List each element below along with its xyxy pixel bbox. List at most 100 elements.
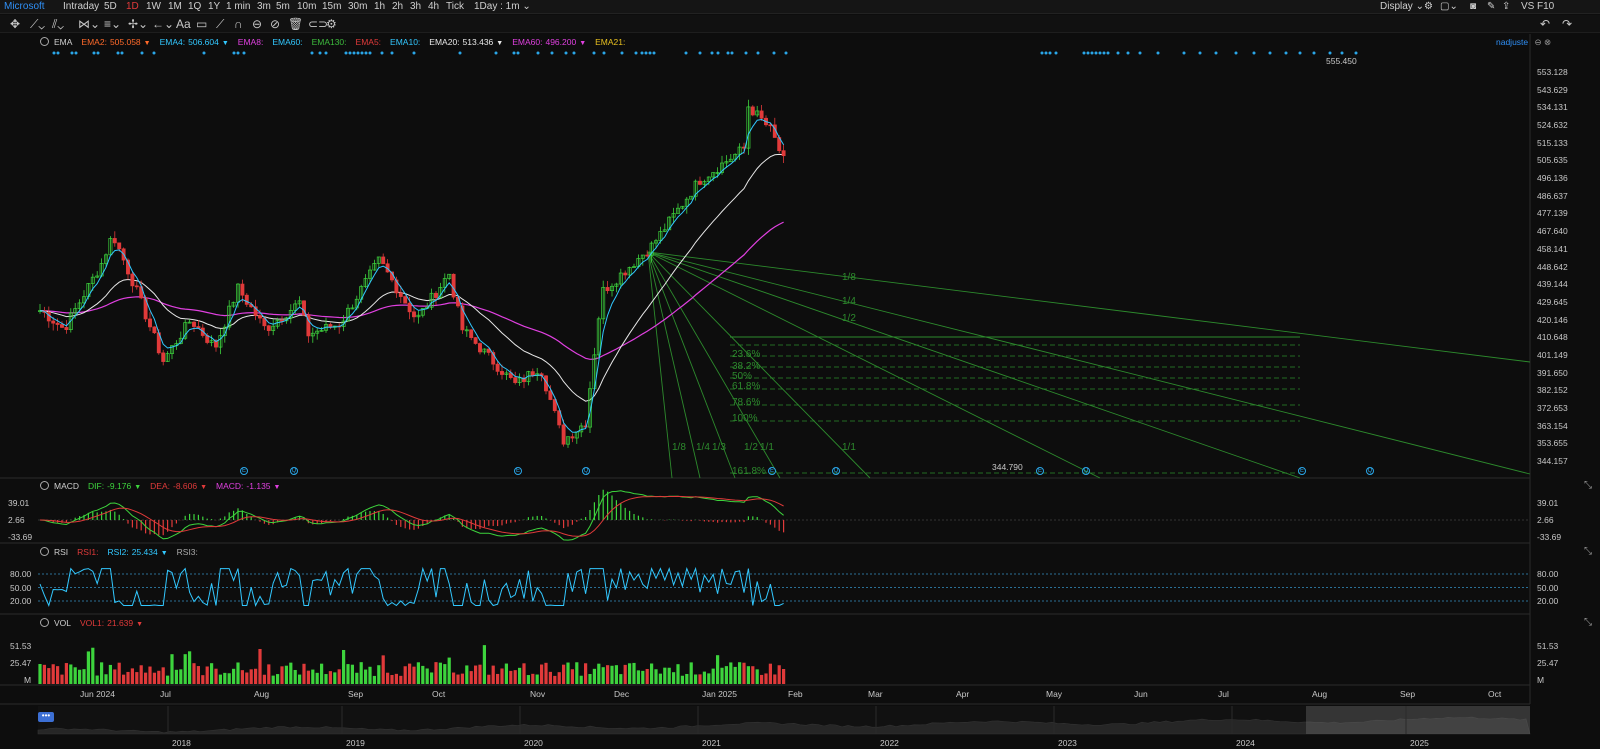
pencil-icon[interactable]: ⟋ bbox=[216, 17, 225, 31]
legend-item[interactable]: EMA21: bbox=[595, 37, 625, 47]
period-4h[interactable]: 4h bbox=[428, 1, 440, 12]
share-icon[interactable]: ⇪ bbox=[1502, 1, 1511, 12]
settings-icon[interactable] bbox=[40, 618, 49, 627]
candle-body bbox=[522, 377, 526, 383]
undo-icon[interactable]: ↶ bbox=[1540, 17, 1551, 31]
event-marker-icon[interactable]: Q bbox=[832, 467, 840, 475]
period-3m[interactable]: 3m bbox=[257, 1, 271, 12]
close-icon[interactable]: ⊗ bbox=[1544, 37, 1552, 47]
period-1m[interactable]: 1M bbox=[168, 1, 182, 12]
navigator-menu-button[interactable]: ••• bbox=[38, 712, 54, 722]
period-1h[interactable]: 1h bbox=[374, 1, 386, 12]
legend-item[interactable]: EMA2: 505.058 ▼ bbox=[81, 37, 150, 49]
legend-item[interactable]: EMA130: bbox=[312, 37, 347, 47]
indicator-name[interactable]: VOL bbox=[54, 618, 72, 628]
arrow-icon[interactable]: ←⌄ bbox=[152, 17, 175, 31]
legend-item[interactable]: RSI2: 25.434 ▼ bbox=[107, 547, 167, 559]
indicator-name[interactable]: EMA bbox=[54, 37, 73, 47]
gear-icon[interactable]: ⚙ bbox=[326, 17, 337, 31]
navigator-year-label: 2020 bbox=[524, 738, 543, 748]
resize-icon[interactable]: ⤡ bbox=[1584, 617, 1592, 628]
resize-icon[interactable]: ⤡ bbox=[1584, 546, 1592, 557]
legend-item[interactable]: DIF: -9.176 ▼ bbox=[88, 481, 141, 493]
event-marker-icon[interactable]: E bbox=[768, 467, 776, 475]
period-15m[interactable]: 15m bbox=[322, 1, 342, 12]
settings-icon[interactable]: ⚙ bbox=[1424, 1, 1433, 12]
event-marker-icon[interactable]: E bbox=[514, 467, 522, 475]
magnet-icon[interactable]: ∩ bbox=[234, 17, 243, 31]
event-marker-icon[interactable]: Q bbox=[1366, 467, 1374, 475]
indicator-name[interactable]: MACD bbox=[54, 481, 80, 491]
event-marker-icon[interactable]: E bbox=[1298, 467, 1306, 475]
interval-dropdown[interactable]: 1Day : 1m ⌄ bbox=[474, 1, 531, 13]
signal-dot bbox=[360, 51, 364, 55]
adjust-toggle[interactable]: nadjuste ⊖ ⊗ bbox=[1496, 37, 1551, 47]
legend-label: RSI2: bbox=[107, 547, 129, 557]
period-2h[interactable]: 2h bbox=[392, 1, 404, 12]
fib-icon[interactable]: ≡⌄ bbox=[104, 17, 122, 31]
event-marker-icon[interactable]: Q bbox=[582, 467, 590, 475]
period-1-min[interactable]: 1 min bbox=[226, 1, 251, 12]
display-dropdown[interactable]: Display ⌄ bbox=[1380, 1, 1424, 12]
event-marker-icon[interactable]: Q bbox=[1082, 467, 1090, 475]
legend-item[interactable]: EMA60: 496.200 ▼ bbox=[512, 37, 586, 49]
settings-icon[interactable] bbox=[40, 481, 49, 490]
period-1q[interactable]: 1Q bbox=[188, 1, 202, 12]
event-marker-icon[interactable]: E bbox=[1036, 467, 1044, 475]
volume-bar bbox=[694, 674, 698, 684]
camera-icon[interactable]: ◙ bbox=[1470, 1, 1477, 12]
pen-icon[interactable]: ✎ bbox=[1487, 1, 1496, 12]
trendline-icon[interactable]: ⟋⌄ bbox=[30, 17, 45, 31]
vs-button[interactable]: VS bbox=[1521, 1, 1535, 12]
legend-item[interactable]: VOL1: 21.639 ▼ bbox=[80, 618, 143, 630]
period-1y[interactable]: 1Y bbox=[208, 1, 221, 12]
legend-item[interactable]: EMA4: 506.604 ▼ bbox=[160, 37, 229, 49]
legend-item[interactable]: EMA60: bbox=[272, 37, 302, 47]
crosshair-icon[interactable]: ✥ bbox=[10, 17, 21, 31]
layout-icon[interactable]: ▢⌄ bbox=[1440, 1, 1458, 12]
signal-dot bbox=[710, 51, 714, 55]
legend-item[interactable]: EMA20: 513.436 ▼ bbox=[429, 37, 503, 49]
trash-icon[interactable]: 🗑 bbox=[288, 17, 304, 31]
resize-icon[interactable]: ⤡ bbox=[1584, 480, 1592, 491]
legend-item[interactable]: RSI1: bbox=[77, 547, 98, 557]
volume-bar bbox=[535, 674, 539, 684]
legend-item[interactable]: RSI3: bbox=[177, 547, 198, 557]
legend-item[interactable]: EMA10: bbox=[390, 37, 420, 47]
candle-body bbox=[654, 240, 658, 244]
period-intraday[interactable]: Intraday bbox=[63, 1, 100, 12]
f10-button[interactable]: F10 bbox=[1537, 1, 1555, 12]
event-marker-icon[interactable]: E bbox=[240, 467, 248, 475]
chart-canvas[interactable] bbox=[0, 34, 1600, 749]
period-1d[interactable]: 1D bbox=[126, 1, 139, 12]
symbol-name[interactable]: Microsoft bbox=[4, 1, 45, 12]
channel-icon[interactable]: ⫽⌄ bbox=[52, 17, 64, 31]
legend-item[interactable]: EMA8: bbox=[238, 37, 264, 47]
redo-icon[interactable]: ↷ bbox=[1562, 17, 1573, 31]
link-icon[interactable]: ⊂⊃ bbox=[308, 17, 329, 31]
legend-item[interactable]: MACD: -1.135 ▼ bbox=[216, 481, 280, 493]
measure-icon[interactable]: ✢⌄ bbox=[128, 17, 149, 31]
settings-icon[interactable] bbox=[40, 547, 49, 556]
candle-body bbox=[372, 263, 377, 271]
volume-bar bbox=[148, 666, 152, 684]
text-icon[interactable]: Aa bbox=[176, 17, 191, 31]
macd-tick-left: 39.01 bbox=[8, 498, 30, 508]
note-icon[interactable]: ▭ bbox=[196, 17, 208, 31]
settings-icon[interactable] bbox=[40, 37, 49, 46]
period-3h[interactable]: 3h bbox=[410, 1, 422, 12]
hide-icon[interactable]: ⊘ bbox=[270, 17, 281, 31]
legend-item[interactable]: EMA5: bbox=[356, 37, 382, 47]
period-1w[interactable]: 1W bbox=[146, 1, 161, 12]
minus-icon[interactable]: ⊖ bbox=[1534, 37, 1542, 47]
period-5d[interactable]: 5D bbox=[104, 1, 117, 12]
indicator-name[interactable]: RSI bbox=[54, 547, 69, 557]
lock-icon[interactable]: ⊖ bbox=[252, 17, 263, 31]
zigzag-icon[interactable]: ⋈⌄ bbox=[78, 17, 101, 31]
period-tick[interactable]: Tick bbox=[446, 1, 464, 12]
period-10m[interactable]: 10m bbox=[297, 1, 317, 12]
period-30m[interactable]: 30m bbox=[348, 1, 368, 12]
event-marker-icon[interactable]: Q bbox=[290, 467, 298, 475]
legend-item[interactable]: DEA: -8.606 ▼ bbox=[150, 481, 207, 493]
period-5m[interactable]: 5m bbox=[276, 1, 290, 12]
